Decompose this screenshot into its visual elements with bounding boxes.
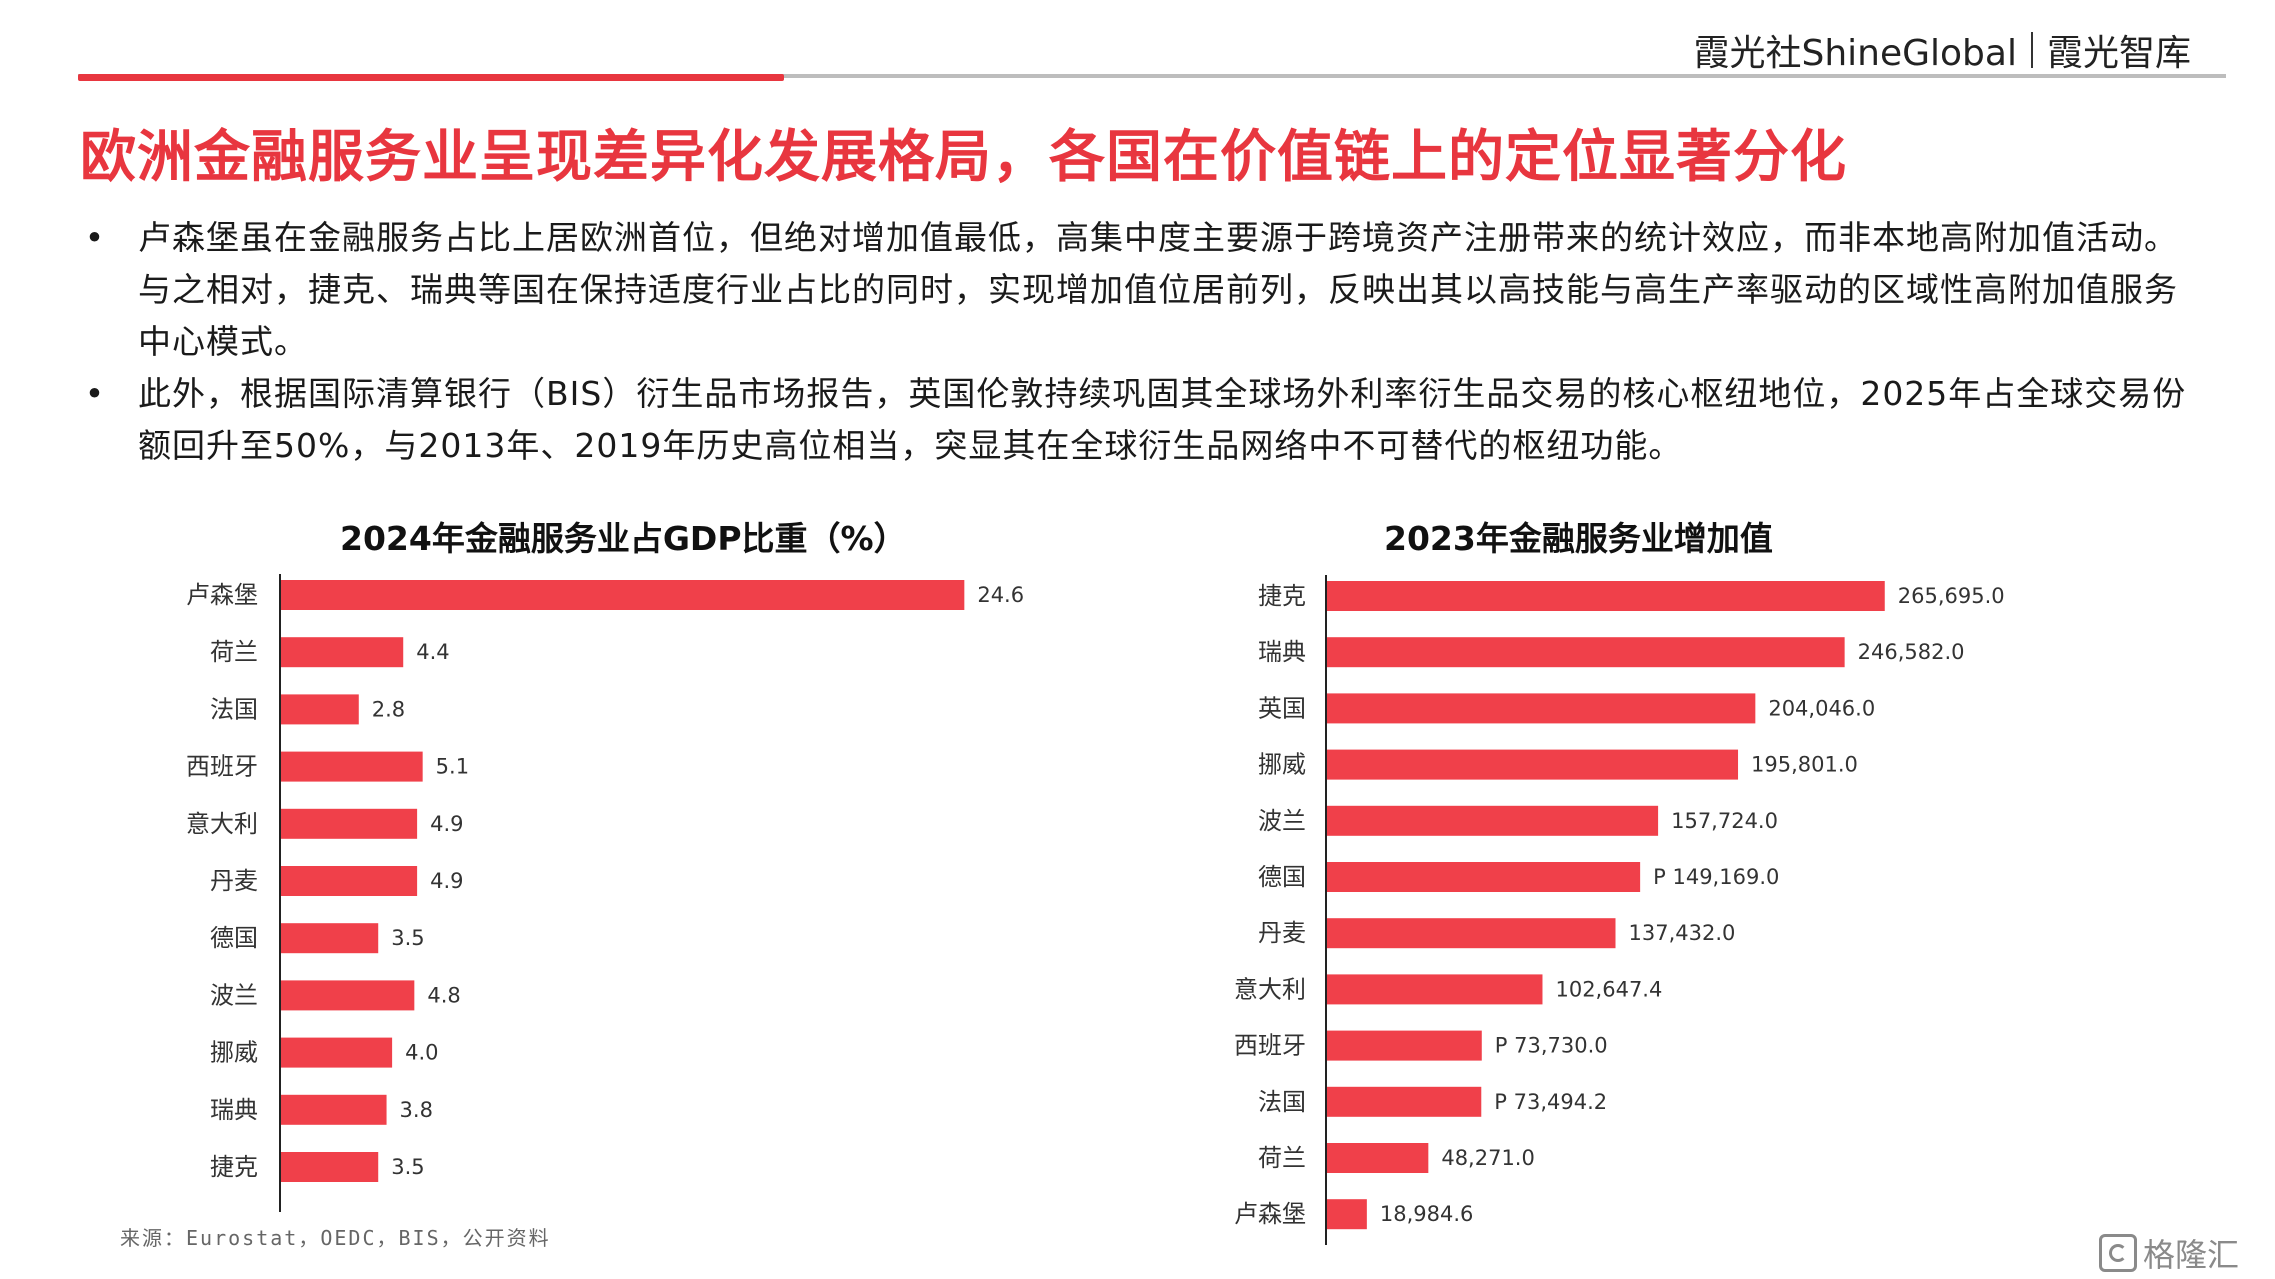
bullet-item: • 卢森堡虽在金融服务占比上居欧洲首位，但绝对增加值最低，高集中度主要源于跨境资产… — [80, 212, 2200, 368]
chart-0-category-label: 丹麦 — [210, 867, 258, 895]
chart-1-bar — [1327, 749, 1739, 780]
chart-0-value-label: 4.4 — [416, 640, 449, 664]
chart-1-value-label: 48,271.0 — [1441, 1146, 1535, 1170]
top-rule — [78, 74, 2226, 78]
chart-0-bar — [281, 580, 965, 610]
chart-1-bar — [1327, 805, 1659, 836]
chart-1-category-label: 德国 — [1258, 863, 1306, 891]
chart-0-bar — [281, 1094, 387, 1125]
chart-0-value-label: 3.8 — [400, 1098, 433, 1122]
chart-1-value-label: 204,046.0 — [1768, 696, 1875, 720]
chart-1-value-label: P 149,169.0 — [1653, 865, 1779, 889]
chart-1-value-label: 195,801.0 — [1751, 753, 1858, 777]
chart-0-value-label: 4.9 — [430, 869, 463, 893]
chart-1-category-label: 法国 — [1258, 1088, 1306, 1116]
page-title: 欧洲金融服务业呈现差异化发展格局，各国在价值链上的定位显著分化 — [80, 125, 1847, 190]
chart-1-value-label: P 73,730.0 — [1495, 1034, 1608, 1058]
chart-1-category-label: 捷克 — [1258, 582, 1306, 610]
chart-0-bar — [281, 808, 418, 839]
chart-0-bar — [281, 1152, 379, 1182]
chart-1-value-label: 265,695.0 — [1898, 584, 2005, 608]
chart-1-bar — [1327, 862, 1641, 892]
chart-0-category-label: 荷兰 — [210, 638, 258, 666]
chart-1-category-label: 荷兰 — [1258, 1144, 1306, 1172]
chart-0-bar — [281, 1037, 393, 1068]
source-note: 来源：Eurostat，OEDC，BIS，公开资料 — [120, 1226, 551, 1250]
chart-0-value-label: 4.0 — [405, 1041, 438, 1065]
chart-1-category-label: 卢森堡 — [1234, 1200, 1306, 1228]
top-rule-accent — [78, 74, 784, 81]
chart-1-bar — [1327, 974, 1543, 1005]
chart-1-bar — [1327, 1086, 1482, 1117]
chart-1-category-label: 丹麦 — [1258, 919, 1306, 947]
chart-0-value-label: 2.8 — [372, 697, 405, 721]
chart-1-value-label: 157,724.0 — [1671, 809, 1778, 833]
chart-0-category-label: 瑞典 — [210, 1096, 258, 1124]
brand-separator — [2030, 32, 2033, 68]
chart-0-bar — [281, 866, 418, 896]
chart-0-value-label: 24.6 — [977, 583, 1024, 607]
chart-0-bar — [281, 694, 359, 725]
chart-0-bar — [281, 637, 404, 668]
bullet-text: 卢森堡虽在金融服务占比上居欧洲首位，但绝对增加值最低，高集中度主要源于跨境资产注… — [138, 218, 2178, 361]
chart-0-category-label: 德国 — [210, 924, 258, 952]
chart-1-category-label: 西班牙 — [1234, 1032, 1306, 1060]
bullet-dot-icon: • — [84, 374, 106, 413]
bullet-dot-icon: • — [84, 218, 106, 257]
brand-secondary: 霞光智库 — [2046, 33, 2191, 74]
brand-header: 霞光社ShineGlobal 霞光智库 — [1693, 24, 2191, 76]
chart-0-category-label: 波兰 — [210, 981, 258, 1009]
watermark: 格隆汇 — [2098, 1230, 2239, 1276]
chart-0-value-label: 5.1 — [436, 755, 469, 779]
chart-1-category-label: 波兰 — [1258, 807, 1306, 835]
chart-0-bar — [281, 751, 423, 782]
chart-0-bar — [281, 980, 415, 1011]
chart-0-bar — [281, 923, 379, 954]
chart-title-value-added: 2023年金融服务业增加值 — [1384, 519, 1773, 558]
chart-1-category-label: 意大利 — [1234, 975, 1306, 1003]
chart-1-category-label: 瑞典 — [1258, 638, 1306, 666]
chart-1-bar — [1327, 1143, 1429, 1173]
chart-1-category-label: 挪威 — [1258, 751, 1306, 779]
chart-0-value-label: 4.9 — [430, 812, 463, 836]
chart-1-bar — [1327, 1030, 1482, 1061]
chart-0-category-label: 西班牙 — [186, 753, 258, 781]
chart-1-bar — [1327, 581, 1885, 611]
chart-0-value-label: 3.5 — [391, 1155, 424, 1179]
bullet-text: 此外，根据国际清算银行（BIS）衍生品市场报告，英国伦敦持续巩固其全球场外利率衍… — [138, 374, 2187, 465]
chart-0-value-label: 3.5 — [391, 926, 424, 950]
chart-1-value-label: 102,647.4 — [1555, 977, 1662, 1001]
chart-1-value-label: 18,984.6 — [1380, 1202, 1474, 1226]
chart-1-value-label: 137,432.0 — [1629, 921, 1736, 945]
chart-0-category-label: 挪威 — [210, 1039, 258, 1067]
brand-primary: 霞光社ShineGlobal — [1693, 33, 2017, 74]
watermark-text: 格隆汇 — [2142, 1236, 2239, 1274]
watermark-logo-icon — [2098, 1234, 2137, 1272]
chart-1-bar — [1327, 693, 1756, 724]
chart-1-bar — [1327, 637, 1845, 668]
chart-0-value-label: 4.8 — [427, 983, 460, 1007]
chart-1-bar — [1327, 1199, 1367, 1230]
chart-title-gdp-share: 2024年金融服务业占GDP比重（%） — [340, 519, 907, 558]
chart-0-category-label: 意大利 — [186, 810, 258, 838]
chart-0-category-label: 卢森堡 — [186, 581, 258, 609]
chart-0-category-label: 法国 — [210, 695, 258, 723]
chart-1-value-label: P 73,494.2 — [1494, 1090, 1607, 1114]
bullet-item: • 此外，根据国际清算银行（BIS）衍生品市场报告，英国伦敦持续巩固其全球场外利率… — [80, 368, 2200, 472]
chart-1-value-label: 246,582.0 — [1858, 640, 1965, 664]
chart-1-bar — [1327, 918, 1616, 949]
chart-0-category-label: 捷克 — [210, 1153, 258, 1181]
bullet-list: • 卢森堡虽在金融服务占比上居欧洲首位，但绝对增加值最低，高集中度主要源于跨境资产… — [80, 212, 2200, 472]
chart-1-category-label: 英国 — [1258, 694, 1306, 722]
